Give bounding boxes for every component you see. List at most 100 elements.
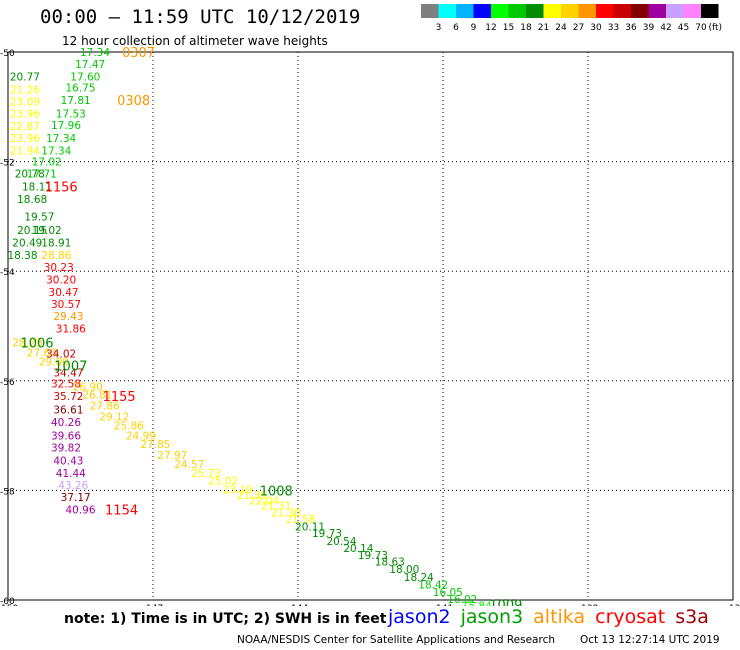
- colorbar-swatch: [491, 4, 509, 18]
- colorbar-label: 33: [608, 23, 619, 32]
- map-subtitle: 12 hour collection of altimeter wave hei…: [62, 34, 328, 48]
- wave-height-value: 21.31: [261, 501, 291, 513]
- wave-height-value: 22.04: [249, 495, 279, 507]
- longitude-tick-label: -144: [288, 604, 309, 606]
- pass-time-label: 1009: [489, 598, 522, 606]
- wave-height-value: 19.57: [24, 211, 54, 223]
- map-frame: [7, 51, 734, 601]
- longitude-tick-label: -138: [578, 604, 599, 606]
- wave-height-value: 27.97: [157, 450, 187, 462]
- colorbar-swatch: [666, 4, 684, 18]
- wave-height-value: 20.54: [326, 536, 356, 548]
- colorbar-swatch: [473, 4, 491, 18]
- colorbar-label: 12: [485, 23, 496, 32]
- wave-height-value: 30.47: [49, 287, 79, 299]
- colorbar-swatch: [578, 4, 596, 18]
- wave-height-value: 30.20: [46, 274, 76, 286]
- wave-height-value: 27.85: [140, 439, 170, 451]
- colorbar-label: 30: [590, 23, 602, 32]
- wave-height-value: 16.02: [447, 594, 477, 606]
- satellite-legend-item: jason2: [388, 606, 451, 628]
- wave-height-value: 39.66: [51, 431, 81, 443]
- colorbar-label: 3: [436, 23, 442, 32]
- wave-height-value: 16.05: [433, 587, 463, 599]
- colorbar-unit: (ft): [709, 23, 723, 32]
- wave-height-value: 20.77: [10, 72, 40, 84]
- wave-height-value: 18.11: [22, 181, 52, 193]
- wave-height-value: 27.86: [90, 400, 120, 412]
- pass-time-label: 1155: [103, 390, 136, 405]
- wave-height-value: 21.58: [285, 514, 315, 526]
- wave-height-value: 17.60: [70, 72, 100, 84]
- wave-height-value: 18.24: [404, 572, 434, 584]
- wave-height-value: 17.34: [46, 133, 76, 145]
- longitude-tick-label: -147: [143, 604, 163, 606]
- wave-height-value: 25.02: [208, 476, 238, 488]
- wave-height-value: 18.63: [375, 557, 405, 569]
- wave-height-value: 17.47: [75, 59, 105, 71]
- wave-height-value: 39.82: [51, 443, 81, 455]
- latitude-tick-label: -58: [0, 487, 15, 497]
- wave-height-value: 17.34: [41, 146, 71, 158]
- wave-height-value: 34.02: [46, 348, 76, 360]
- satellite-legend-item: jason3: [460, 606, 524, 628]
- colorbar-label: 24: [555, 23, 567, 32]
- wave-height-value: 17.71: [27, 169, 57, 181]
- colorbar-label: 36: [625, 23, 637, 32]
- colorbar-swatch: [648, 4, 666, 18]
- colorbar-swatch: [683, 4, 701, 18]
- wave-height-colorbar: 3 6 9 12 15 18 21 24 27 30 33 36 39 42 45 70 (ft): [421, 4, 723, 32]
- colorbar-swatch: [421, 4, 439, 18]
- colorbar-label: 9: [471, 23, 477, 32]
- wave-height-value: 30.23: [44, 262, 74, 274]
- wave-height-value: 21.36: [237, 490, 267, 502]
- wave-height-value: 25.73: [191, 468, 221, 480]
- wave-height-value: 32.58: [51, 379, 81, 391]
- wave-height-value: 18.91: [41, 238, 71, 250]
- wave-height-value: 20.49: [12, 238, 42, 250]
- wave-height-value: 19.73: [312, 528, 342, 540]
- pass-time-label: 0308: [117, 94, 150, 109]
- credit-line: NOAA/NESDIS Center for Satellite Applica…: [237, 634, 555, 646]
- wave-height-value: 18.68: [17, 194, 47, 206]
- wave-height-value: 28.23: [12, 337, 42, 349]
- wave-height-value: 34.47: [53, 368, 83, 380]
- pass-time-label: 1007: [54, 359, 87, 374]
- wave-height-value: 31.86: [56, 324, 86, 336]
- wave-height-value: 28.86: [41, 250, 71, 262]
- wave-height-value: 20.11: [295, 522, 325, 534]
- colorbar-label: 18: [520, 23, 532, 32]
- satellite-legend-item: altika: [533, 606, 586, 628]
- satellite-legend-item: cryosat: [595, 606, 666, 628]
- colorbar-swatch: [526, 4, 544, 18]
- wave-height-value: 35.72: [53, 391, 83, 403]
- pass-time-label: 1008: [260, 484, 293, 499]
- colorbar-label: 21: [538, 23, 549, 32]
- wave-height-value: 30.57: [51, 299, 81, 311]
- pass-time-label: 1154: [105, 504, 138, 519]
- wave-height-value: 26.81: [82, 390, 112, 402]
- satellite-legend: jason2 jason3 altika cryosat s3a: [388, 606, 719, 628]
- wave-height-value: 37.17: [61, 492, 91, 504]
- pass-time-label: 1156: [45, 180, 78, 195]
- wave-height-map: -150 -147 -144 -141 -138 -13 -50 -52 -54 -56 -58 -6…: [0, 46, 740, 606]
- longitude-tick-label: -141: [433, 604, 453, 606]
- colorbar-label: 45: [678, 23, 689, 32]
- wave-height-value: 29.43: [53, 311, 83, 323]
- wave-height-value: 25.86: [114, 421, 144, 433]
- wave-height-value: 16.75: [65, 83, 95, 95]
- latitude-tick-label: -56: [0, 378, 15, 388]
- colorbar-label: 15: [503, 23, 514, 32]
- colorbar-swatch: [438, 4, 456, 18]
- wave-height-value: 40.96: [65, 505, 95, 517]
- wave-height-value: 23.09: [10, 96, 40, 108]
- wave-height-value: 27.63: [27, 347, 57, 359]
- wave-height-value: 43.26: [58, 480, 88, 492]
- wave-height-value: 18.38: [7, 250, 37, 262]
- pass-time-label: 0307: [122, 46, 155, 61]
- footnote: note: 1) Time is in UTC; 2) SWH is in fe…: [64, 611, 387, 627]
- wave-height-value: 24.57: [174, 459, 204, 471]
- wave-height-value: 36.61: [53, 404, 83, 416]
- generated-timestamp: Oct 13 12:27:14 UTC 2019: [580, 634, 720, 646]
- wave-height-value: 17.81: [61, 95, 91, 107]
